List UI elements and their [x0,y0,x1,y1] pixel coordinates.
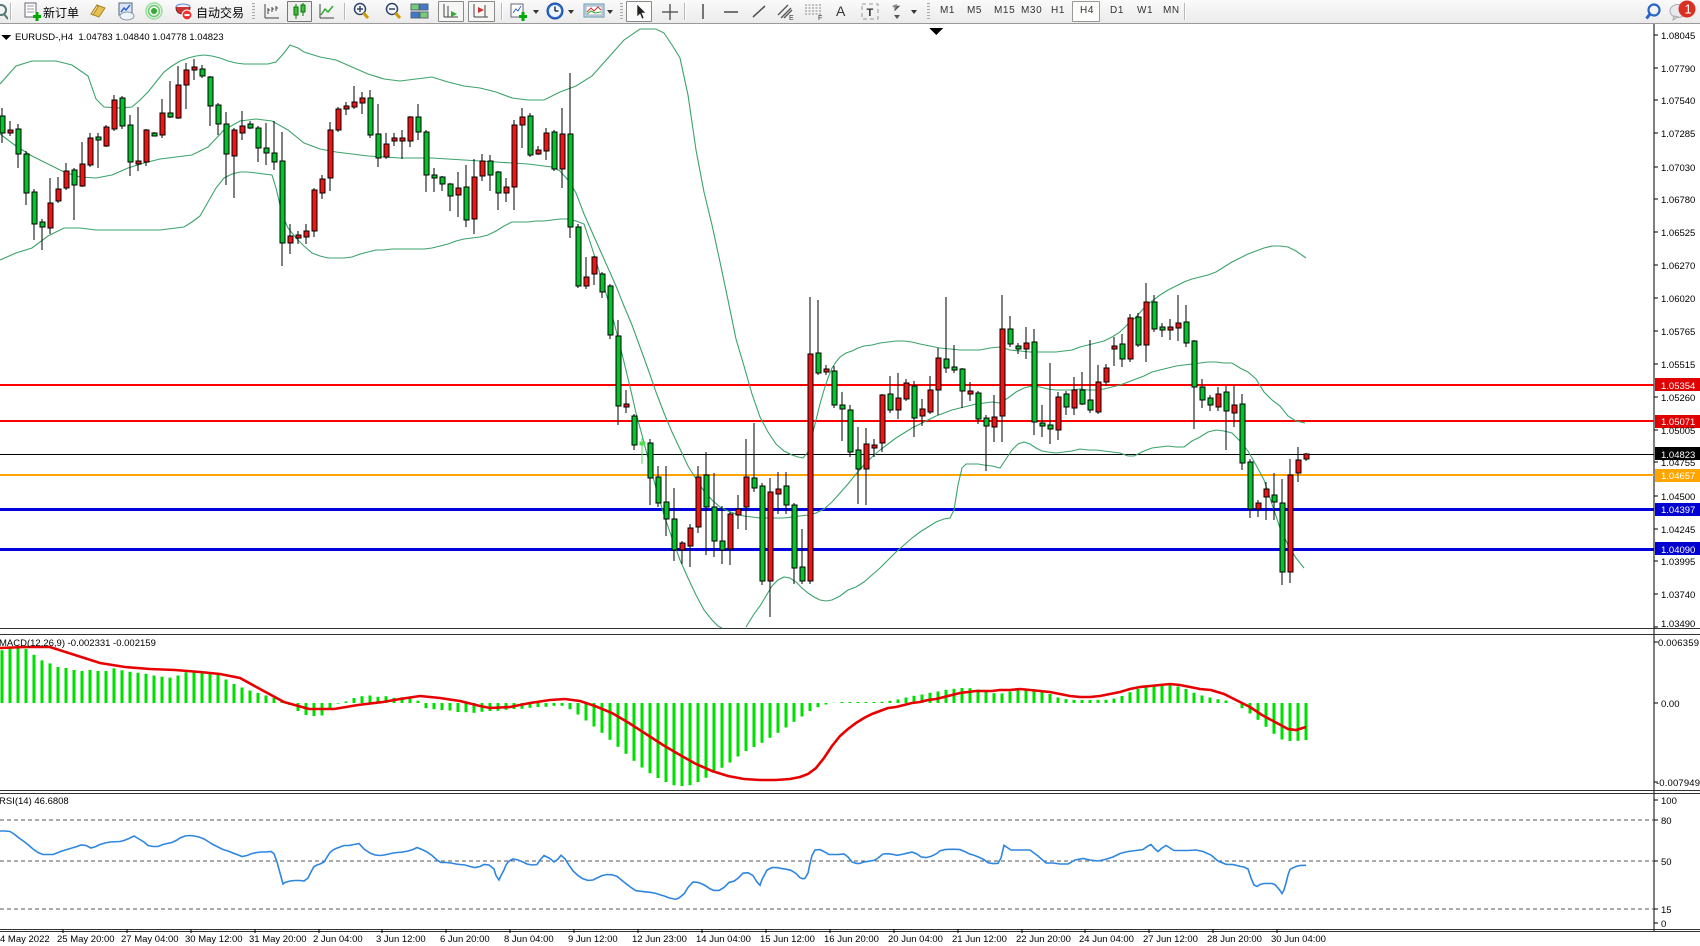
svg-text:1.07030: 1.07030 [1661,163,1695,174]
svg-text:1.03740: 1.03740 [1661,590,1695,601]
svg-text:80: 80 [1661,816,1672,827]
svg-text:1.05260: 1.05260 [1661,393,1695,404]
svg-text:1.04245: 1.04245 [1661,525,1695,536]
svg-text:1.05354: 1.05354 [1661,381,1695,392]
svg-text:1.07790: 1.07790 [1661,64,1695,75]
svg-text:100: 100 [1661,796,1677,807]
svg-text:1.07285: 1.07285 [1661,129,1695,140]
svg-text:1.05765: 1.05765 [1661,327,1695,338]
svg-text:1.06020: 1.06020 [1661,294,1695,305]
svg-text:0.006359: 0.006359 [1658,638,1699,649]
svg-text:6 Jun 20:00: 6 Jun 20:00 [440,934,490,945]
svg-text:14 Jun 04:00: 14 Jun 04:00 [696,934,751,945]
svg-text:16 Jun 20:00: 16 Jun 20:00 [824,934,879,945]
svg-text:1.06525: 1.06525 [1661,228,1695,239]
svg-text:30 Jun 04:00: 30 Jun 04:00 [1271,934,1326,945]
svg-text:1.04657: 1.04657 [1661,471,1695,482]
svg-text:15 Jun 12:00: 15 Jun 12:00 [760,934,815,945]
svg-text:1.07540: 1.07540 [1661,96,1695,107]
svg-text:15: 15 [1661,905,1672,916]
svg-text:1.05071: 1.05071 [1661,417,1695,428]
svg-text:4 May 2022: 4 May 2022 [0,934,50,945]
svg-text:25 May 20:00: 25 May 20:00 [57,934,115,945]
svg-text:1.04397: 1.04397 [1661,505,1695,516]
svg-text:-0.007949: -0.007949 [1656,778,1700,789]
svg-text:0: 0 [1661,919,1666,930]
svg-text:8 Jun 04:00: 8 Jun 04:00 [504,934,554,945]
svg-text:1.04823: 1.04823 [1661,450,1695,461]
svg-text:1.06780: 1.06780 [1661,195,1695,206]
svg-text:EURUSD-,H4 1.04783 1.04840 1.: EURUSD-,H4 1.04783 1.04840 1.04778 1.048… [15,32,224,43]
svg-text:1.08045: 1.08045 [1661,31,1695,42]
svg-text:9 Jun 12:00: 9 Jun 12:00 [568,934,618,945]
svg-text:RSI(14) 46.6808: RSI(14) 46.6808 [0,796,69,807]
svg-text:T: T [867,7,874,19]
svg-text:1.04500: 1.04500 [1661,492,1695,503]
svg-text:27 May 04:00: 27 May 04:00 [121,934,179,945]
svg-text:31 May 20:00: 31 May 20:00 [249,934,307,945]
svg-text:E: E [789,15,794,22]
svg-text:1.06270: 1.06270 [1661,261,1695,272]
svg-text:1.03490: 1.03490 [1661,619,1695,630]
svg-text:30 May 12:00: 30 May 12:00 [185,934,243,945]
svg-text:0.00: 0.00 [1661,699,1680,710]
svg-text:12 Jun 23:00: 12 Jun 23:00 [632,934,687,945]
svg-text:1.05515: 1.05515 [1661,360,1695,371]
svg-text:F: F [818,15,822,22]
svg-text:MACD(12,26,9) -0.002331 -0.002: MACD(12,26,9) -0.002331 -0.002159 [0,638,156,649]
svg-text:50: 50 [1661,857,1672,868]
svg-text:22 Jun 20:00: 22 Jun 20:00 [1016,934,1071,945]
svg-text:1.05005: 1.05005 [1661,426,1695,437]
svg-text:1.03995: 1.03995 [1661,557,1695,568]
svg-text:27 Jun 12:00: 27 Jun 12:00 [1143,934,1198,945]
svg-text:2 Jun 04:00: 2 Jun 04:00 [313,934,363,945]
svg-text:24 Jun 04:00: 24 Jun 04:00 [1079,934,1134,945]
svg-text:20 Jun 04:00: 20 Jun 04:00 [888,934,943,945]
svg-text:3 Jun 12:00: 3 Jun 12:00 [376,934,426,945]
svg-text:1.04755: 1.04755 [1661,458,1695,469]
svg-text:1: 1 [1685,2,1692,17]
svg-text:28 Jun 20:00: 28 Jun 20:00 [1207,934,1262,945]
svg-text:21 Jun 12:00: 21 Jun 12:00 [952,934,1007,945]
svg-text:1.04090: 1.04090 [1661,545,1695,556]
